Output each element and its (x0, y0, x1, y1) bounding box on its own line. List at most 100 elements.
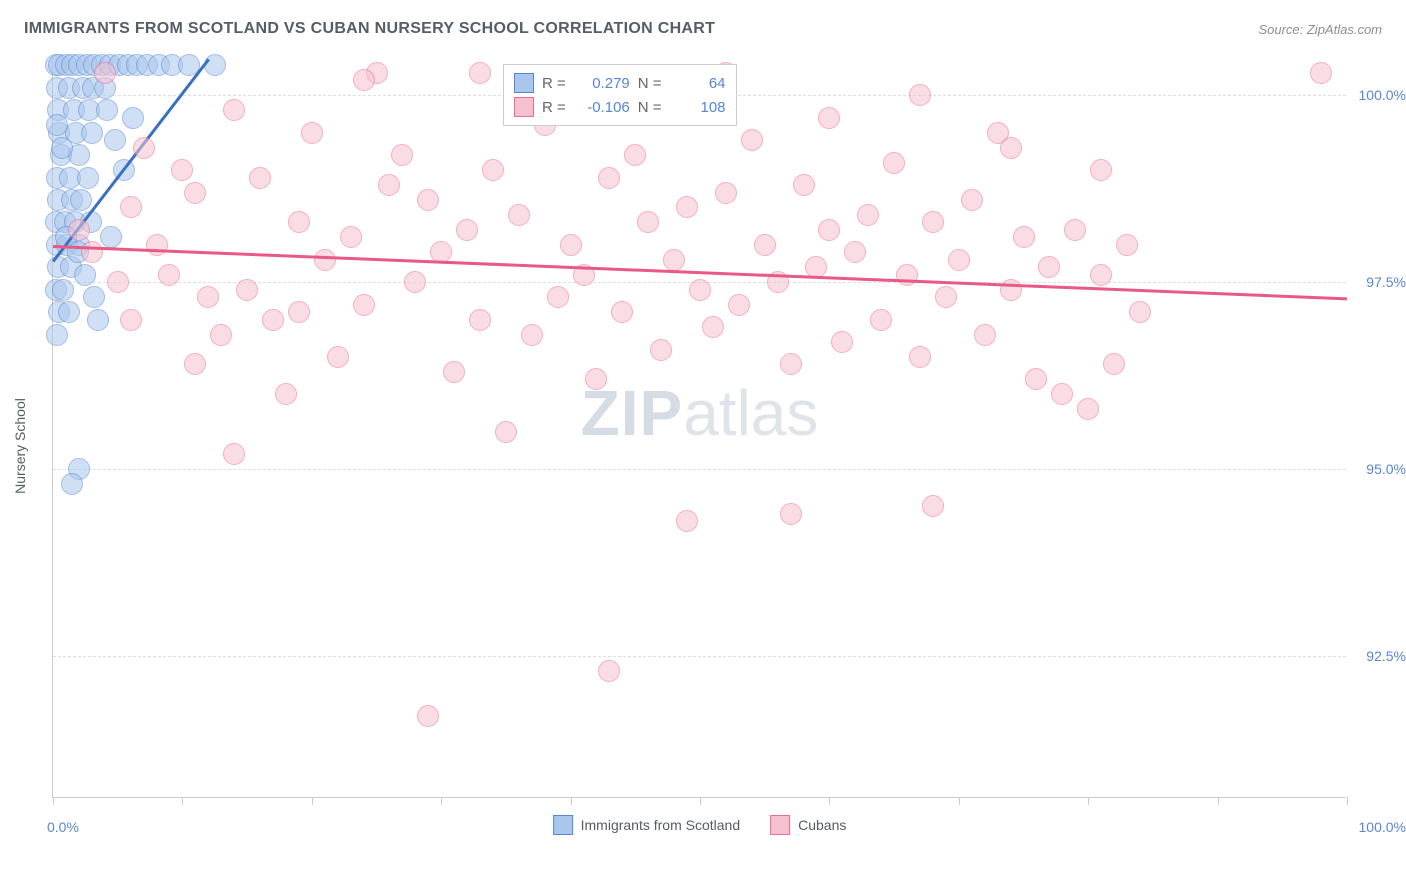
chart-title: IMMIGRANTS FROM SCOTLAND VS CUBAN NURSER… (24, 20, 715, 38)
scatter-point-cubans (585, 368, 607, 390)
x-tick (312, 797, 313, 805)
scatter-point-cubans (288, 211, 310, 233)
scatter-point-scotland (51, 137, 73, 159)
scatter-point-scotland (70, 189, 92, 211)
scatter-point-cubans (223, 443, 245, 465)
scatter-point-cubans (663, 249, 685, 271)
scatter-point-cubans (340, 226, 362, 248)
scatter-point-cubans (935, 286, 957, 308)
n-value-cubans: 108 (670, 99, 726, 116)
legend-label-cubans: Cubans (798, 817, 846, 833)
scatter-point-cubans (1025, 368, 1047, 390)
scatter-point-scotland (77, 167, 99, 189)
scatter-point-cubans (158, 264, 180, 286)
scatter-point-cubans (521, 324, 543, 346)
r-label: R = (542, 75, 566, 92)
scatter-point-cubans (210, 324, 232, 346)
scatter-point-cubans (1090, 264, 1112, 286)
scatter-point-cubans (236, 279, 258, 301)
scatter-point-scotland (46, 114, 68, 136)
watermark: ZIPatlas (581, 376, 819, 450)
scatter-point-cubans (741, 129, 763, 151)
scatter-point-scotland (58, 301, 80, 323)
plot-area: ZIPatlas 92.5%95.0%97.5%100.0%0.0%100.0%… (52, 58, 1346, 798)
scatter-point-cubans (456, 219, 478, 241)
legend-swatch-scotland (514, 73, 534, 93)
scatter-point-cubans (1090, 159, 1112, 181)
x-tick (959, 797, 960, 805)
scatter-point-cubans (391, 144, 413, 166)
scatter-point-cubans (1129, 301, 1151, 323)
scatter-point-cubans (650, 339, 672, 361)
scatter-point-cubans (598, 660, 620, 682)
scatter-point-cubans (818, 107, 840, 129)
scatter-point-scotland (104, 129, 126, 151)
r-value-cubans: -0.106 (574, 99, 630, 116)
scatter-point-cubans (909, 84, 931, 106)
scatter-point-cubans (702, 316, 724, 338)
scatter-point-cubans (495, 421, 517, 443)
scatter-point-cubans (1064, 219, 1086, 241)
scatter-point-cubans (171, 159, 193, 181)
scatter-point-cubans (870, 309, 892, 331)
x-min-label: 0.0% (47, 819, 79, 835)
scatter-point-scotland (122, 107, 144, 129)
x-tick (700, 797, 701, 805)
scatter-point-scotland (81, 122, 103, 144)
scatter-point-cubans (1310, 62, 1332, 84)
scatter-point-cubans (120, 196, 142, 218)
scatter-point-scotland (61, 473, 83, 495)
scatter-point-cubans (417, 705, 439, 727)
scatter-point-cubans (469, 309, 491, 331)
scatter-point-scotland (46, 324, 68, 346)
legend-swatch-scotland (553, 815, 573, 835)
x-tick (1347, 797, 1348, 805)
scatter-point-cubans (275, 383, 297, 405)
scatter-point-scotland (52, 279, 74, 301)
r-value-scotland: 0.279 (574, 75, 630, 92)
scatter-point-cubans (611, 301, 633, 323)
scatter-point-cubans (184, 353, 206, 375)
y-tick-label: 97.5% (1366, 274, 1406, 290)
scatter-point-cubans (482, 159, 504, 181)
stats-row-cubans: R =-0.106N =108 (514, 95, 726, 119)
grid-line (53, 469, 1346, 470)
watermark-rest: atlas (683, 377, 818, 449)
scatter-point-cubans (831, 331, 853, 353)
scatter-point-cubans (922, 495, 944, 517)
x-tick (571, 797, 572, 805)
scatter-point-cubans (262, 309, 284, 331)
scatter-point-cubans (715, 182, 737, 204)
scatter-point-cubans (780, 503, 802, 525)
legend-label-scotland: Immigrants from Scotland (581, 817, 741, 833)
x-tick (829, 797, 830, 805)
scatter-point-scotland (83, 286, 105, 308)
scatter-point-scotland (96, 99, 118, 121)
scatter-point-cubans (689, 279, 711, 301)
scatter-point-cubans (793, 174, 815, 196)
scatter-point-cubans (637, 211, 659, 233)
source-label: Source: ZipAtlas.com (1258, 22, 1382, 37)
scatter-point-cubans (1116, 234, 1138, 256)
scatter-point-cubans (184, 182, 206, 204)
x-tick (53, 797, 54, 805)
scatter-point-cubans (676, 196, 698, 218)
scatter-point-cubans (780, 353, 802, 375)
scatter-point-cubans (133, 137, 155, 159)
scatter-point-cubans (146, 234, 168, 256)
legend-swatch-cubans (770, 815, 790, 835)
scatter-point-cubans (974, 324, 996, 346)
scatter-point-cubans (68, 219, 90, 241)
y-tick-label: 92.5% (1366, 648, 1406, 664)
scatter-point-cubans (1038, 256, 1060, 278)
n-value-scotland: 64 (670, 75, 726, 92)
x-tick (441, 797, 442, 805)
x-tick (1088, 797, 1089, 805)
scatter-point-cubans (818, 219, 840, 241)
scatter-point-cubans (883, 152, 905, 174)
scatter-point-cubans (909, 346, 931, 368)
scatter-point-cubans (844, 241, 866, 263)
scatter-point-cubans (508, 204, 530, 226)
scatter-point-cubans (469, 62, 491, 84)
scatter-point-cubans (301, 122, 323, 144)
